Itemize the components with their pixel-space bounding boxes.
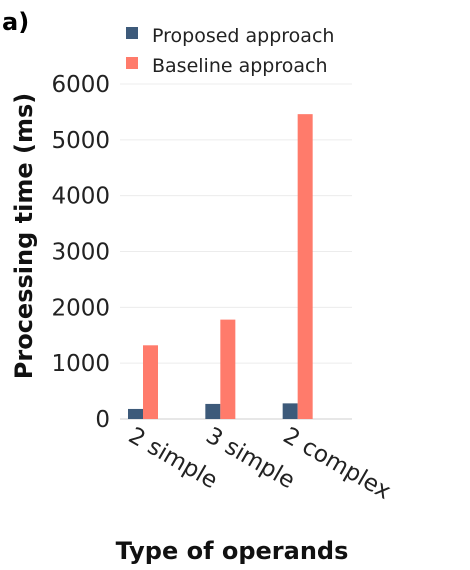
panel-label: a)	[2, 8, 29, 36]
y-tick-label: 1000	[51, 351, 110, 377]
y-tick-label: 5000	[51, 128, 110, 154]
legend-swatch-proposed	[126, 27, 138, 39]
legend-item-baseline: Baseline approach	[126, 55, 328, 77]
legend-swatch-baseline	[126, 57, 138, 69]
x-category-label: 2 complex	[279, 423, 395, 505]
bar-baseline-0	[143, 345, 158, 419]
bar-proposed-1	[205, 403, 221, 419]
grid	[120, 83, 352, 420]
y-axis-ticks: 0 1000 2000 3000 4000 5000 6000	[51, 72, 110, 433]
x-axis-title: Type of operands	[116, 537, 349, 565]
y-tick-label: 4000	[51, 184, 110, 210]
y-tick-label: 2000	[51, 295, 110, 321]
bar-baseline-2	[297, 114, 313, 420]
y-tick-label: 0	[95, 407, 110, 433]
y-axis-title: Processing time (ms)	[10, 93, 38, 379]
legend: Proposed approach Baseline approach	[126, 25, 334, 77]
legend-label-baseline: Baseline approach	[152, 55, 328, 77]
y-tick-label: 3000	[51, 240, 110, 266]
bar-proposed-2	[282, 403, 298, 419]
bar-baseline-1	[220, 319, 236, 419]
bars	[128, 114, 313, 420]
legend-label-proposed: Proposed approach	[152, 25, 334, 47]
bar-proposed-0	[128, 408, 143, 419]
legend-item-proposed: Proposed approach	[126, 25, 334, 47]
y-tick-label: 6000	[51, 72, 110, 98]
